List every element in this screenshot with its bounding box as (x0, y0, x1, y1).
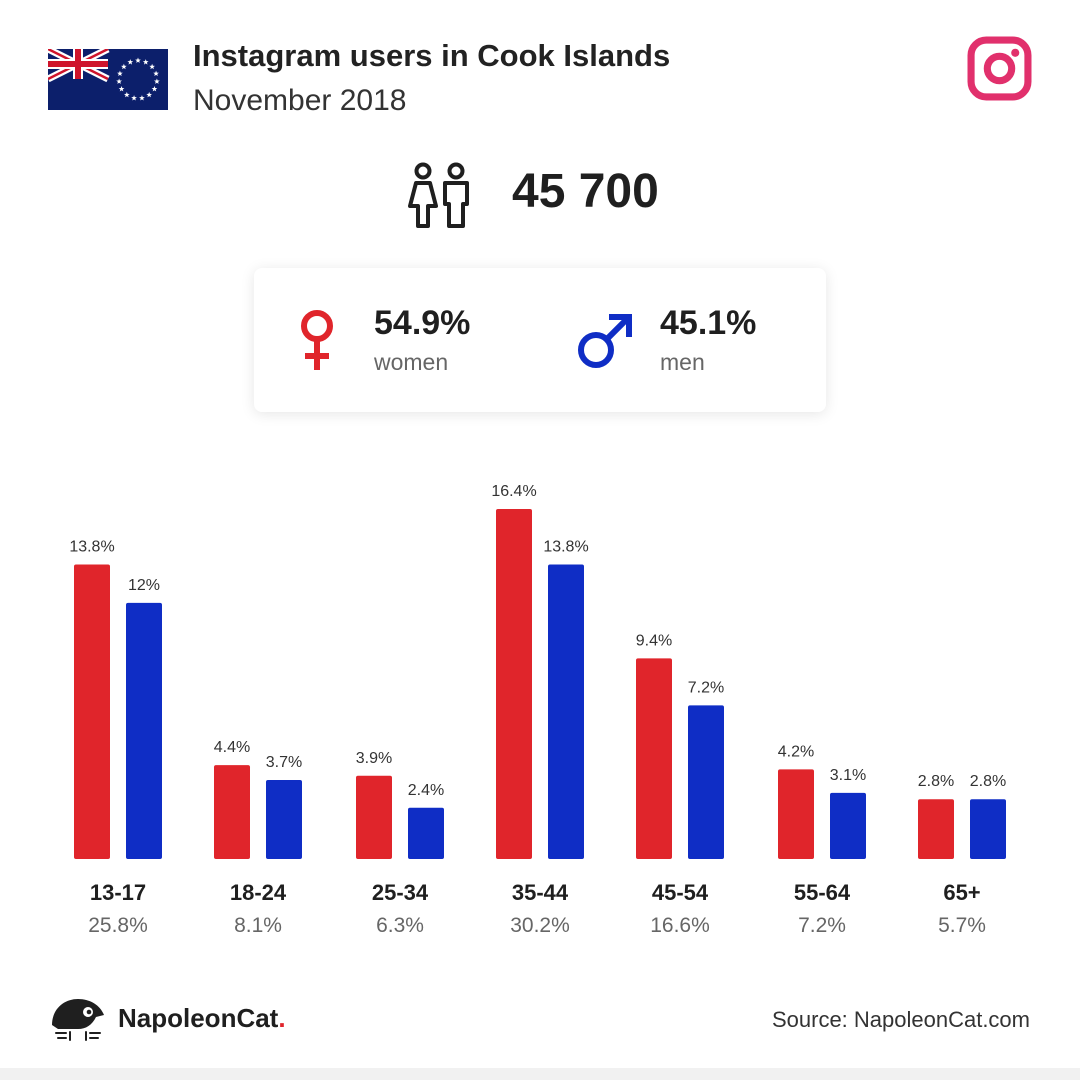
bar-men-35-44 (548, 564, 584, 859)
flag-star (154, 78, 160, 84)
data-label-women-65+: 2.8% (918, 773, 954, 790)
category-label-45-54: 45-54 (652, 880, 709, 905)
category-label-35-44: 35-44 (512, 880, 569, 905)
category-total-35-44: 30.2% (510, 914, 570, 937)
category-total-65+: 5.7% (938, 914, 986, 937)
flag-star (123, 91, 130, 98)
napoleoncat-logo-icon (52, 999, 104, 1041)
bar-women-55-64 (778, 769, 814, 859)
data-label-women-45-54: 9.4% (636, 632, 672, 649)
bar-men-55-64 (830, 792, 866, 859)
data-label-women-18-24: 4.4% (214, 739, 250, 756)
source-credit: Source: NapoleonCat.com (771, 1007, 1030, 1032)
bar-women-45-54 (636, 658, 672, 859)
gender-split-card: 54.9% women 45.1% men (254, 268, 826, 412)
men-percentage: 45.1% (660, 304, 757, 342)
flag-star (146, 91, 153, 98)
data-label-men-18-24: 3.7% (266, 754, 302, 771)
data-label-men-13-17: 12% (128, 577, 160, 594)
category-label-18-24: 18-24 (230, 880, 287, 905)
cook-islands-flag-icon (48, 49, 168, 110)
flag-star (139, 95, 145, 101)
category-label-25-34: 25-34 (372, 880, 429, 905)
bar-women-18-24 (214, 765, 250, 859)
bar-men-18-24 (266, 780, 302, 859)
page-title: Instagram users in Cook Islands (193, 38, 671, 73)
data-label-men-35-44: 13.8% (543, 538, 588, 555)
bar-men-65+ (970, 799, 1006, 859)
category-total-55-64: 7.2% (798, 914, 846, 937)
data-label-men-45-54: 7.2% (688, 679, 724, 696)
flag-star (135, 57, 141, 63)
bar-women-65+ (918, 799, 954, 859)
category-total-13-17: 25.8% (88, 914, 148, 937)
data-label-women-25-34: 3.9% (356, 750, 392, 767)
flag-star (127, 59, 134, 65)
bar-men-13-17 (126, 602, 162, 859)
brand-name-text: NapoleonCat (118, 1003, 279, 1033)
bar-women-13-17 (74, 564, 110, 859)
category-label-55-64: 55-64 (794, 880, 851, 905)
flag-star (118, 86, 125, 92)
data-label-women-35-44: 16.4% (491, 483, 536, 500)
flag-star (149, 63, 155, 70)
data-label-men-55-64: 3.1% (830, 767, 866, 784)
brand-dot: . (278, 1003, 286, 1033)
male-symbol-icon (578, 314, 632, 368)
instagram-icon (967, 36, 1032, 101)
category-label-65+: 65+ (943, 880, 980, 905)
flag-star (116, 78, 122, 84)
female-symbol-icon (301, 310, 333, 370)
category-total-45-54: 16.6% (650, 914, 710, 937)
total-users-value: 45 700 (512, 165, 659, 218)
page-subtitle: November 2018 (193, 84, 407, 117)
flag-star (131, 95, 137, 101)
women-label: women (374, 349, 449, 375)
category-total-25-34: 6.3% (376, 914, 424, 937)
flag-star (142, 59, 149, 65)
data-label-men-65+: 2.8% (970, 773, 1006, 790)
category-label-13-17: 13-17 (90, 880, 146, 905)
bar-women-25-34 (356, 775, 392, 859)
data-label-women-55-64: 4.2% (778, 743, 814, 760)
women-percentage: 54.9% (374, 304, 471, 342)
flag-star (121, 63, 127, 70)
flag-star (153, 70, 159, 77)
data-label-men-25-34: 2.4% (408, 782, 444, 799)
data-label-women-13-17: 13.8% (69, 538, 114, 555)
brand-name: NapoleonCat. (118, 1003, 286, 1034)
people-icon (408, 162, 469, 228)
category-total-18-24: 8.1% (234, 914, 282, 937)
men-label: men (660, 349, 705, 375)
bottom-strip (0, 1068, 1080, 1080)
flag-star (151, 86, 158, 92)
flag-star (117, 70, 123, 77)
bar-men-45-54 (688, 705, 724, 859)
bar-men-25-34 (408, 807, 444, 859)
bar-women-35-44 (496, 509, 532, 859)
